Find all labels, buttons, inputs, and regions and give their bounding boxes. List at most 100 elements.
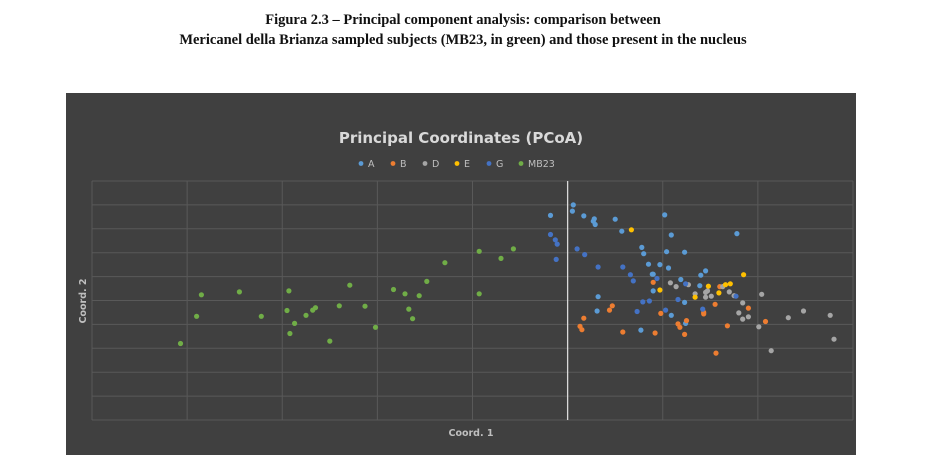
data-point [581, 213, 587, 219]
data-point [736, 310, 742, 316]
data-point [657, 262, 663, 268]
data-point [498, 255, 504, 261]
data-point [236, 289, 242, 295]
data-point [620, 329, 626, 335]
data-point [547, 231, 554, 238]
data-point [416, 293, 422, 299]
data-point [579, 327, 585, 333]
data-point [745, 314, 752, 320]
data-point [284, 307, 290, 314]
data-point [286, 288, 292, 294]
data-point [553, 256, 559, 262]
data-point [657, 287, 663, 293]
data-point [698, 272, 704, 278]
data-point [347, 282, 353, 288]
data-point [630, 278, 636, 284]
data-point [652, 330, 658, 336]
data-point [362, 303, 368, 309]
data-point [759, 291, 765, 297]
data-point [733, 293, 739, 299]
legend-marker [390, 161, 396, 166]
data-point [662, 212, 668, 218]
legend-label: B [400, 159, 407, 170]
data-point [570, 202, 576, 208]
data-point [664, 249, 670, 255]
data-point [569, 208, 575, 214]
data-point [650, 288, 656, 294]
data-point [287, 330, 293, 337]
data-point [668, 312, 674, 318]
data-point [762, 318, 769, 325]
data-point [701, 311, 707, 317]
data-point [724, 323, 731, 329]
data-point [675, 321, 681, 327]
data-point [650, 271, 656, 277]
legend-entry: D [422, 159, 439, 170]
data-point [667, 280, 674, 286]
data-point [177, 340, 184, 347]
data-point [703, 268, 709, 274]
data-point [198, 292, 204, 298]
data-point [682, 299, 688, 305]
data-point [639, 244, 645, 250]
data-point [327, 338, 333, 344]
data-point [740, 300, 746, 306]
data-point [682, 249, 688, 255]
legend: A B D E G MB23 [358, 159, 555, 170]
figure-caption-line-1: Figura 2.3 – Principal component analysi… [265, 12, 661, 28]
data-point [372, 324, 379, 330]
data-point [634, 308, 640, 315]
data-point [303, 312, 309, 318]
data-point [620, 264, 626, 270]
data-point [552, 237, 558, 243]
legend-entry: MB23 [518, 159, 555, 170]
data-point [476, 291, 482, 297]
data-point [741, 272, 747, 278]
data-point [594, 308, 600, 314]
data-point [785, 315, 791, 321]
legend-marker [454, 161, 460, 166]
data-point [619, 228, 625, 234]
data-point [663, 307, 669, 313]
legend-label: G [496, 159, 503, 170]
data-point [675, 296, 681, 303]
data-point [683, 281, 689, 287]
data-point [727, 281, 733, 287]
data-point [606, 307, 613, 313]
data-point [582, 252, 588, 258]
data-point [700, 306, 706, 312]
data-point [336, 303, 342, 309]
data-point [510, 246, 516, 252]
data-point [609, 303, 615, 309]
data-point [442, 260, 448, 266]
data-point [410, 316, 416, 322]
data-point [654, 275, 660, 282]
data-point [722, 282, 729, 288]
data-points [177, 202, 837, 356]
data-point [768, 348, 774, 354]
data-point [641, 251, 647, 257]
legend-entry: B [390, 159, 407, 170]
data-point [424, 278, 430, 284]
data-point [628, 227, 635, 233]
data-point [704, 288, 711, 294]
legend-marker [518, 161, 524, 166]
data-point [646, 298, 653, 304]
legend-label: A [368, 159, 375, 170]
gridlines [91, 180, 854, 421]
legend-marker [358, 161, 364, 166]
data-point [645, 261, 652, 267]
data-point [703, 294, 709, 300]
data-point [592, 221, 598, 228]
data-point [258, 313, 264, 319]
data-point [581, 315, 587, 321]
chart-title: Principal Coordinates (PCoA) [339, 129, 583, 147]
data-point [673, 284, 679, 290]
data-point [726, 289, 732, 295]
data-point [595, 294, 601, 300]
data-point [312, 305, 319, 311]
data-point [716, 290, 722, 296]
data-point [678, 276, 684, 283]
data-point [708, 293, 714, 299]
data-point [612, 216, 618, 222]
